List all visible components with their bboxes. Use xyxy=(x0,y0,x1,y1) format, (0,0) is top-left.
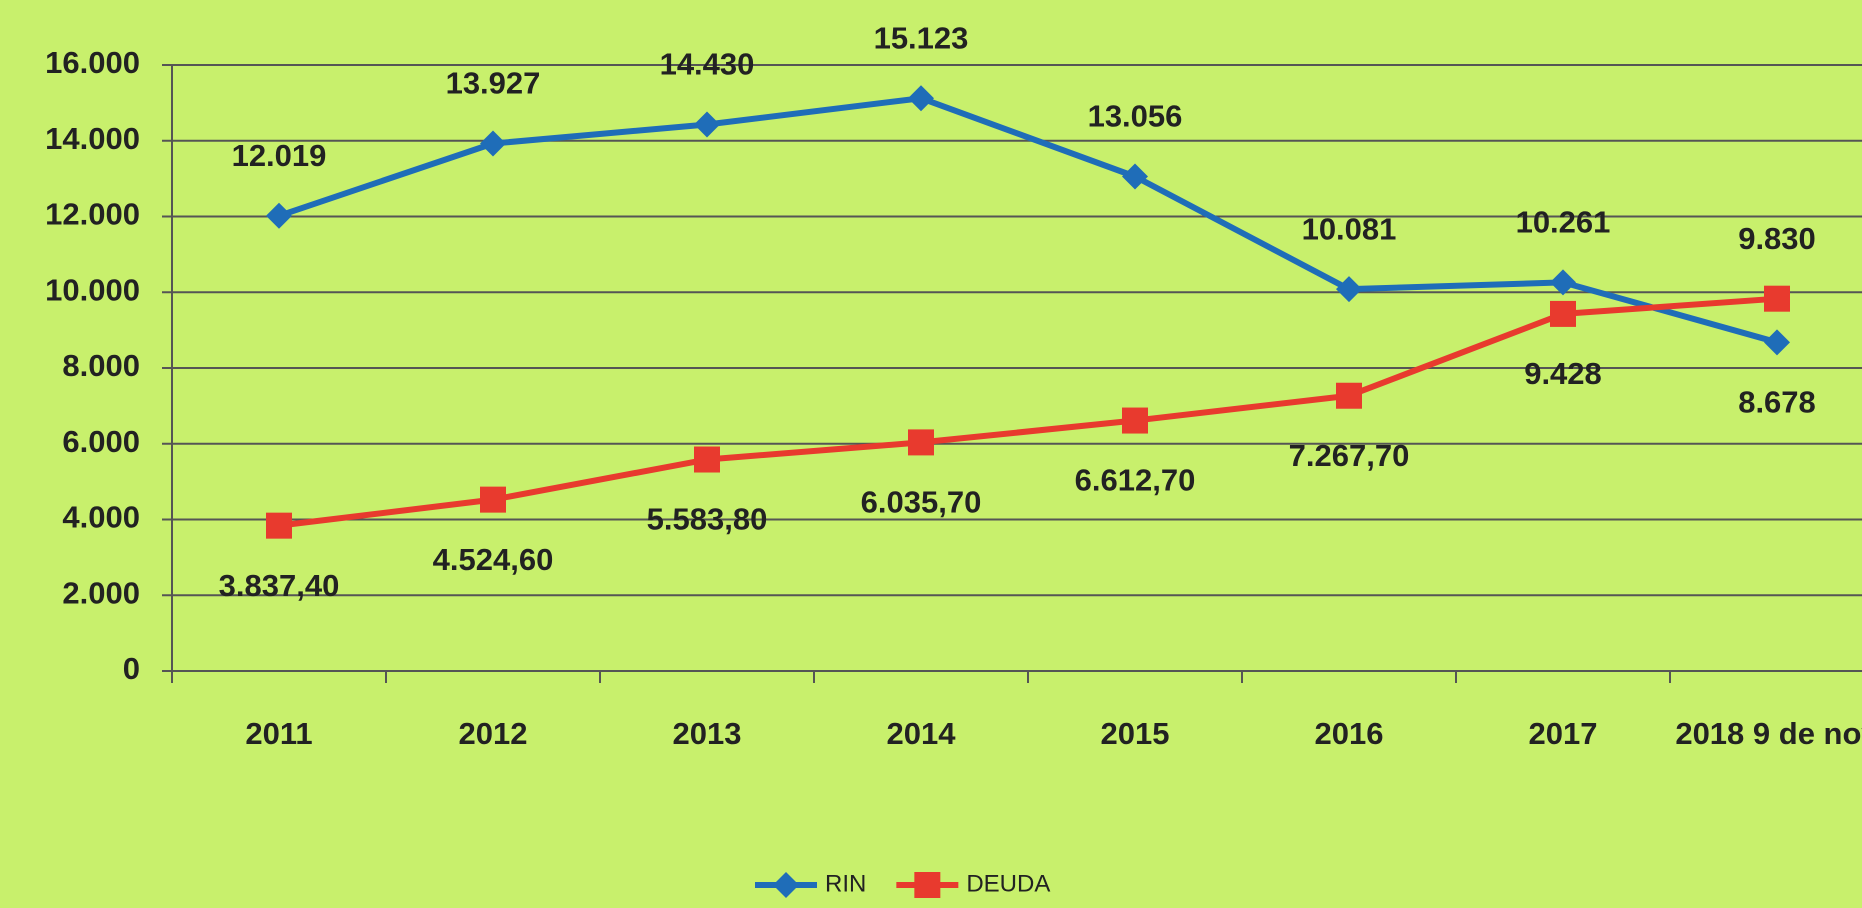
y-tick-label: 14.000 xyxy=(45,121,140,156)
marker xyxy=(480,486,506,513)
x-tick-label: 2017 xyxy=(1528,716,1598,751)
data-label: 6.035,70 xyxy=(861,485,982,520)
data-label: 10.261 xyxy=(1516,205,1611,240)
legend-label: RIN xyxy=(825,870,866,897)
legend-marker xyxy=(914,872,941,898)
marker xyxy=(1336,382,1362,409)
x-tick-label: 2018 9 de nov xyxy=(1675,716,1862,751)
series-line xyxy=(278,95,1778,346)
x-tick-label: 2013 xyxy=(672,716,742,751)
data-label: 9.428 xyxy=(1524,356,1602,391)
marker xyxy=(1122,407,1148,434)
x-tick-label: 2012 xyxy=(458,716,528,751)
marker xyxy=(694,111,720,138)
series-line xyxy=(278,295,1778,529)
data-label: 13.056 xyxy=(1088,99,1183,134)
marker xyxy=(1764,329,1790,356)
data-label: 8.678 xyxy=(1738,385,1816,420)
marker xyxy=(1122,163,1148,190)
y-tick-label: 2.000 xyxy=(62,575,140,610)
data-label: 15.123 xyxy=(874,20,969,55)
y-tick-label: 10.000 xyxy=(45,272,140,307)
data-label: 3.837,40 xyxy=(219,568,340,603)
data-label: 5.583,80 xyxy=(647,502,768,537)
marker xyxy=(266,202,292,229)
marker xyxy=(266,512,292,539)
y-tick-label: 12.000 xyxy=(45,197,140,232)
marker xyxy=(1550,300,1576,327)
x-tick-label: 2011 xyxy=(245,716,313,751)
marker xyxy=(908,429,934,456)
marker xyxy=(1764,285,1790,312)
marker xyxy=(1550,269,1576,296)
y-tick-label: 8.000 xyxy=(62,348,140,383)
x-tick-label: 2016 xyxy=(1314,716,1384,751)
marker xyxy=(480,130,506,157)
data-label: 13.927 xyxy=(446,66,541,101)
legend-label: DEUDA xyxy=(966,870,1050,897)
marker xyxy=(1336,276,1362,303)
data-label: 4.524,60 xyxy=(433,542,554,577)
data-label: 6.612,70 xyxy=(1075,463,1196,498)
y-tick-label: 6.000 xyxy=(62,424,140,459)
data-label: 7.267,70 xyxy=(1289,438,1410,473)
data-label: 10.081 xyxy=(1302,211,1397,246)
y-tick-label: 4.000 xyxy=(62,500,140,535)
marker xyxy=(908,85,934,112)
y-tick-label: 16.000 xyxy=(45,45,140,80)
data-label: 12.019 xyxy=(232,138,327,173)
marker xyxy=(694,446,720,473)
x-tick-label: 2015 xyxy=(1100,716,1170,751)
data-label: 14.430 xyxy=(660,47,755,82)
y-tick-label: 0 xyxy=(123,651,140,686)
legend-marker xyxy=(773,872,799,898)
data-label: 9.830 xyxy=(1738,221,1816,256)
x-tick-label: 2014 xyxy=(886,716,956,751)
